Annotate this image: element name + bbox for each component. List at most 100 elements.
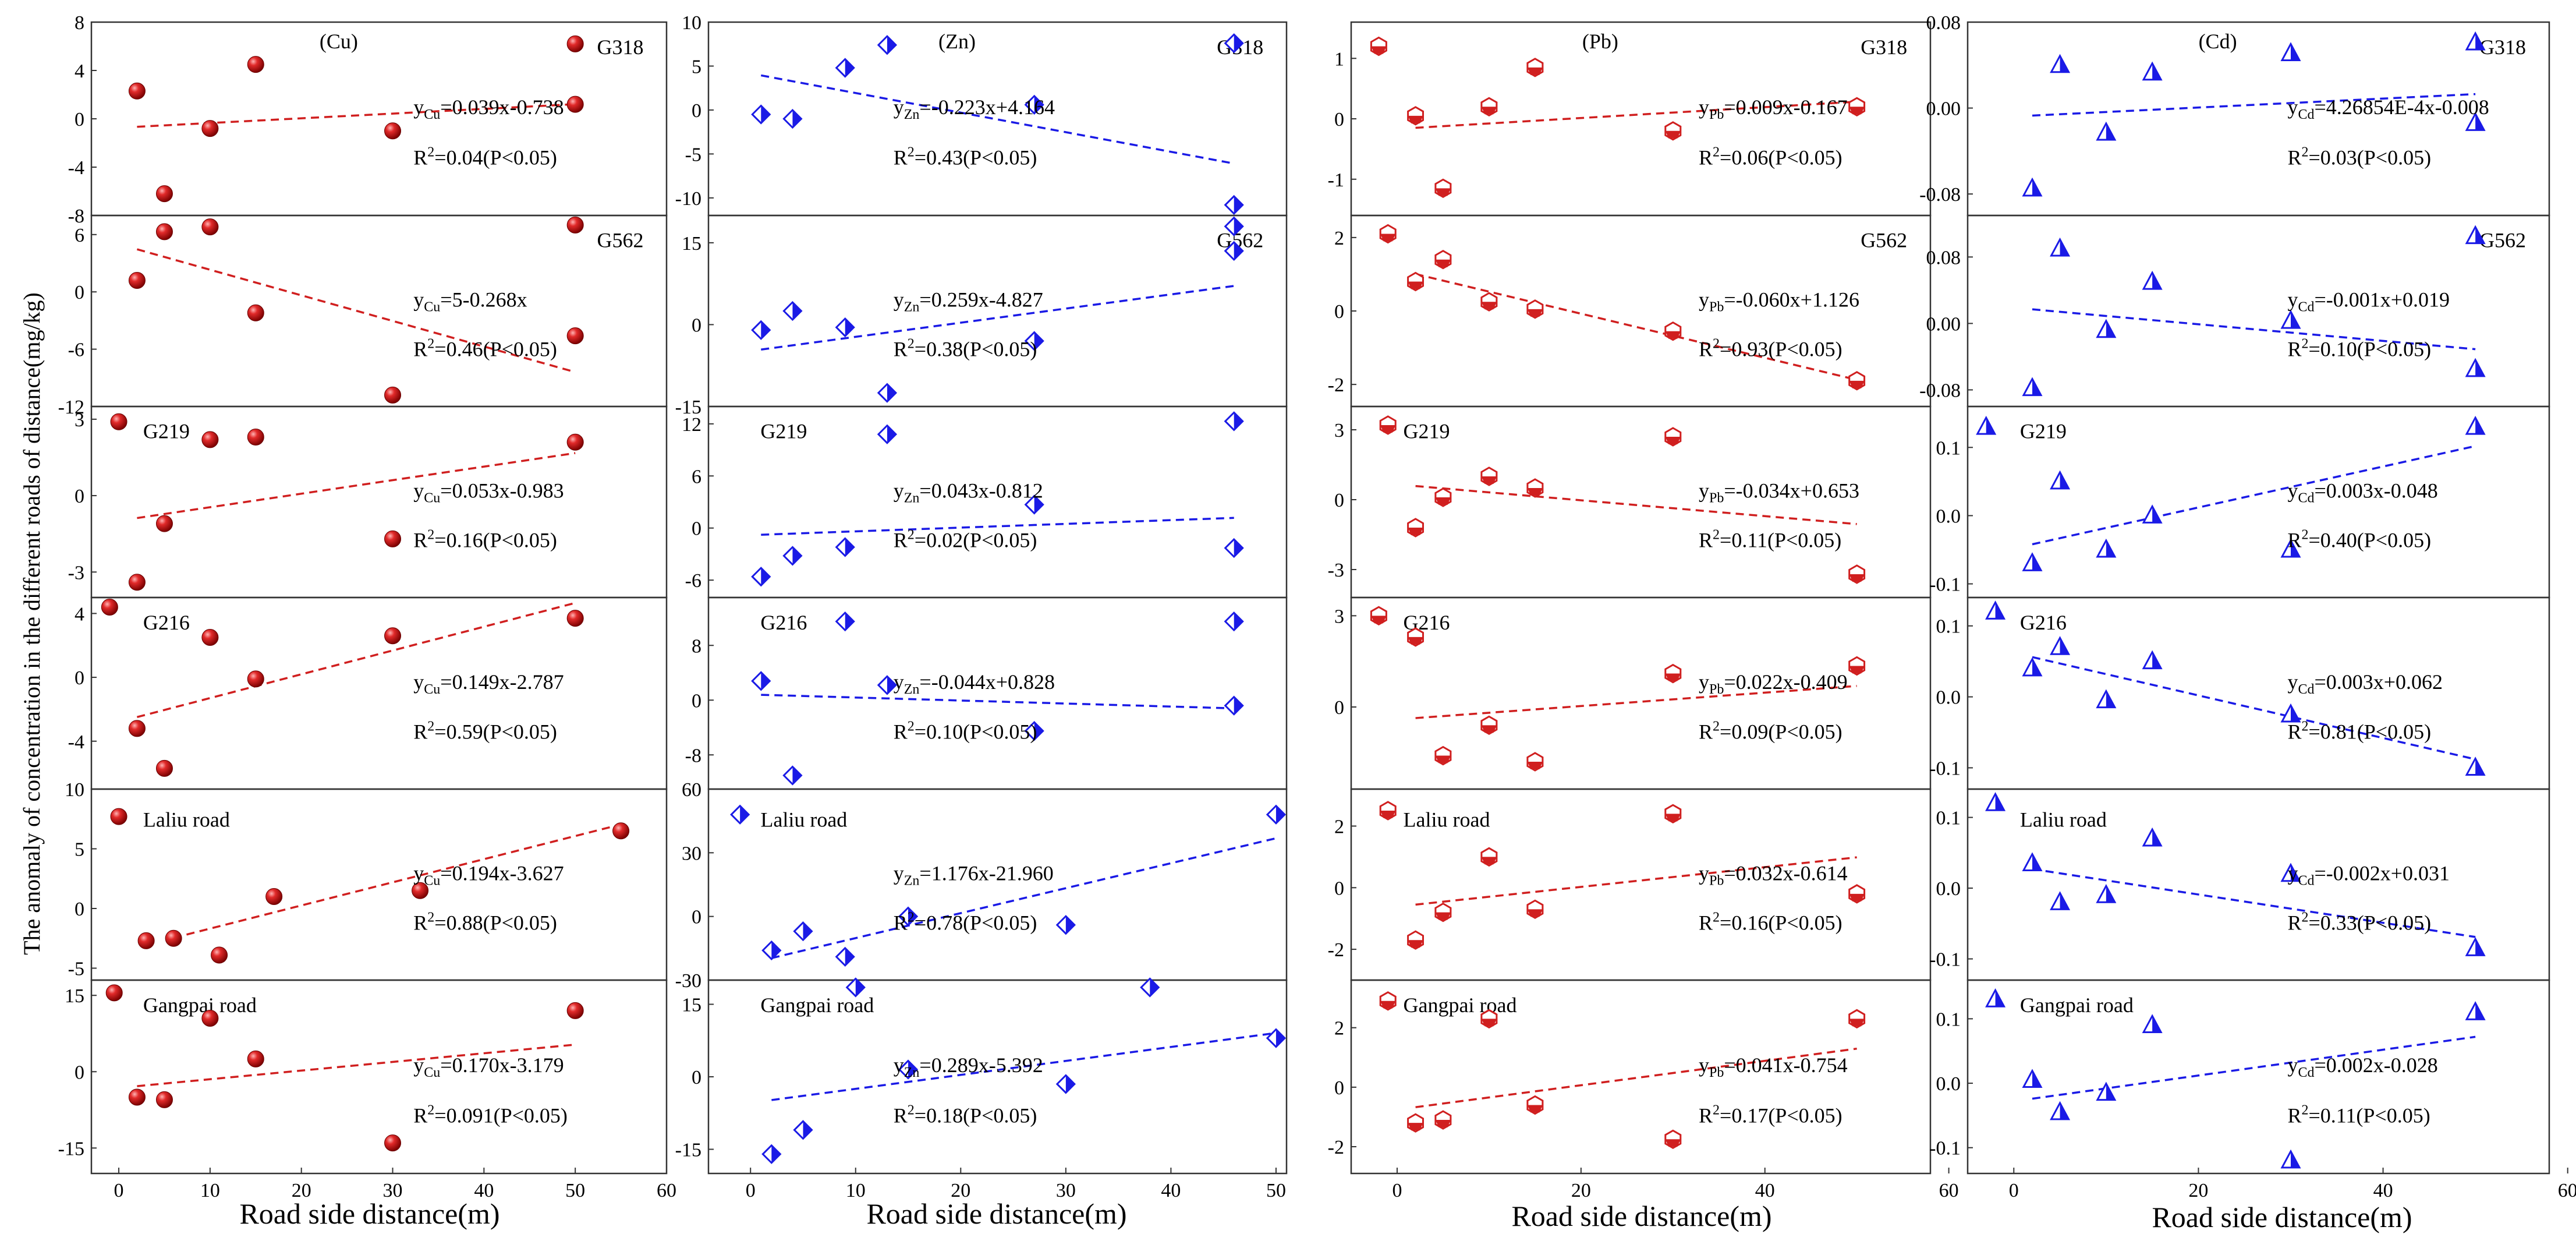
data-point — [2096, 121, 2117, 141]
data-point — [793, 1120, 813, 1140]
point-fill — [1435, 259, 1451, 267]
y-tick-label: 0 — [1334, 109, 1344, 130]
y-tick-label: -8 — [685, 745, 701, 766]
point-fill — [1234, 412, 1243, 430]
data-point — [612, 822, 630, 840]
data-point — [2142, 61, 2163, 81]
regression-equation: yCu=0.053x-0.983 — [413, 479, 564, 505]
point-fill — [1065, 916, 1075, 934]
point-fill — [2032, 1070, 2041, 1087]
r-squared: R2=0.33(P<0.05) — [2287, 910, 2431, 935]
point-fill — [1481, 107, 1497, 115]
data-point — [265, 888, 283, 905]
r-squared: R2=0.091(P<0.05) — [413, 1102, 568, 1127]
data-point — [2142, 270, 2163, 290]
y-tick-label: 5 — [75, 839, 84, 861]
data-point — [1480, 715, 1498, 736]
data-point — [2050, 470, 2071, 490]
regression-line — [2032, 93, 2476, 117]
data-point — [2096, 689, 2117, 709]
road-label: Laliu road — [143, 808, 230, 831]
data-point — [128, 272, 146, 289]
y-tick-label: -6 — [685, 570, 701, 592]
data-point — [1266, 804, 1287, 825]
y-tick-label: 15 — [682, 233, 701, 254]
point-fill — [1435, 497, 1451, 505]
column-title: (Pb) — [1582, 30, 1618, 53]
point-fill — [1435, 1120, 1451, 1128]
y-tick-label: 3 — [1334, 606, 1344, 627]
r-squared: R2=0.09(P<0.05) — [1699, 719, 1842, 743]
regression-equation: yCu=0.194x-3.627 — [413, 861, 564, 888]
point-fill — [1481, 302, 1497, 310]
point-fill — [1065, 1075, 1075, 1093]
data-point — [101, 598, 118, 616]
point-fill — [887, 36, 896, 54]
point-fill — [2032, 659, 2041, 676]
y-tick-label: -2 — [1328, 374, 1344, 396]
regression-line — [1415, 856, 1857, 906]
panel-zn-g216: 8 0 -8 G216 yZn=-0.044x+0.828 R2=0.10(P<0.05) — [685, 596, 1288, 790]
point-fill — [2152, 273, 2162, 289]
point-fill — [1435, 755, 1451, 763]
point-fill — [1527, 309, 1543, 317]
y-tick-label: 6 — [692, 466, 701, 487]
data-point — [1664, 663, 1682, 684]
point-fill — [2106, 691, 2115, 708]
y-tick-label: -15 — [675, 397, 701, 418]
point-fill — [1234, 217, 1243, 235]
road-label: G216 — [143, 611, 190, 634]
x-tick-label: 20 — [1571, 1180, 1591, 1201]
data-point — [566, 216, 584, 234]
y-tick-label: 0 — [1334, 697, 1344, 719]
r-squared: R2=0.59(P<0.05) — [413, 719, 557, 743]
data-point — [2465, 225, 2486, 245]
regression-line — [136, 602, 576, 719]
point-fill — [2475, 33, 2485, 50]
y-tick-label: -5 — [685, 144, 701, 165]
data-point — [2050, 54, 2071, 73]
point-fill — [855, 978, 864, 996]
panel-cd-g216: 0.1 0.0 -0.1 G216 yCd=0.003x+0.062 R2=0.81(P<… — [1929, 596, 2550, 790]
data-point — [1407, 930, 1424, 950]
data-point — [566, 433, 584, 451]
regression-equation: yPb=0.022x-0.409 — [1699, 670, 1848, 697]
y-tick-label: -15 — [675, 1140, 701, 1161]
data-point — [105, 984, 123, 1002]
data-point — [2142, 650, 2163, 670]
point-fill — [1435, 188, 1451, 196]
y-tick-label: -0.08 — [1919, 184, 1961, 206]
x-axis-label-zn: Road side distance(m) — [866, 1197, 1126, 1230]
r-squared: R2=0.04(P<0.05) — [413, 144, 557, 169]
point-fill — [771, 1145, 781, 1163]
point-fill — [1995, 990, 2004, 1007]
data-point — [835, 58, 855, 78]
panel-zn-laliu-road: 60 30 0 -30 Laliu road yZn=1.176x-21.960 R2=0.… — [675, 779, 1288, 992]
data-point — [155, 515, 173, 532]
data-point — [1526, 299, 1544, 319]
point-fill — [1408, 940, 1423, 948]
point-fill — [1665, 331, 1681, 339]
point-fill — [1034, 722, 1043, 740]
data-point — [2465, 31, 2486, 51]
regression-equation: yCu=0.170x-3.179 — [413, 1053, 564, 1080]
data-point — [384, 386, 402, 404]
y-tick-label: 8 — [692, 635, 701, 657]
y-tick-label: 10 — [65, 779, 84, 801]
point-fill — [908, 1060, 917, 1079]
point-fill — [2152, 829, 2162, 846]
data-point — [2465, 937, 2486, 956]
data-point — [1024, 494, 1044, 515]
panel-cu-laliu-road: 10 5 0 -5 Laliu road yCu=0.194x-3.627 R2=0.88(… — [65, 779, 668, 981]
point-fill — [1380, 234, 1396, 242]
road-label: G562 — [1861, 229, 1907, 252]
regression-line — [1415, 273, 1858, 381]
data-point — [201, 629, 219, 646]
point-fill — [2475, 939, 2485, 956]
data-point — [201, 431, 219, 448]
data-point — [1480, 97, 1498, 117]
data-point — [1224, 195, 1244, 215]
regression-equation: yZn=-0.044x+0.828 — [894, 670, 1055, 697]
y-tick-label: -3 — [1328, 560, 1344, 581]
data-point — [2022, 552, 2043, 571]
